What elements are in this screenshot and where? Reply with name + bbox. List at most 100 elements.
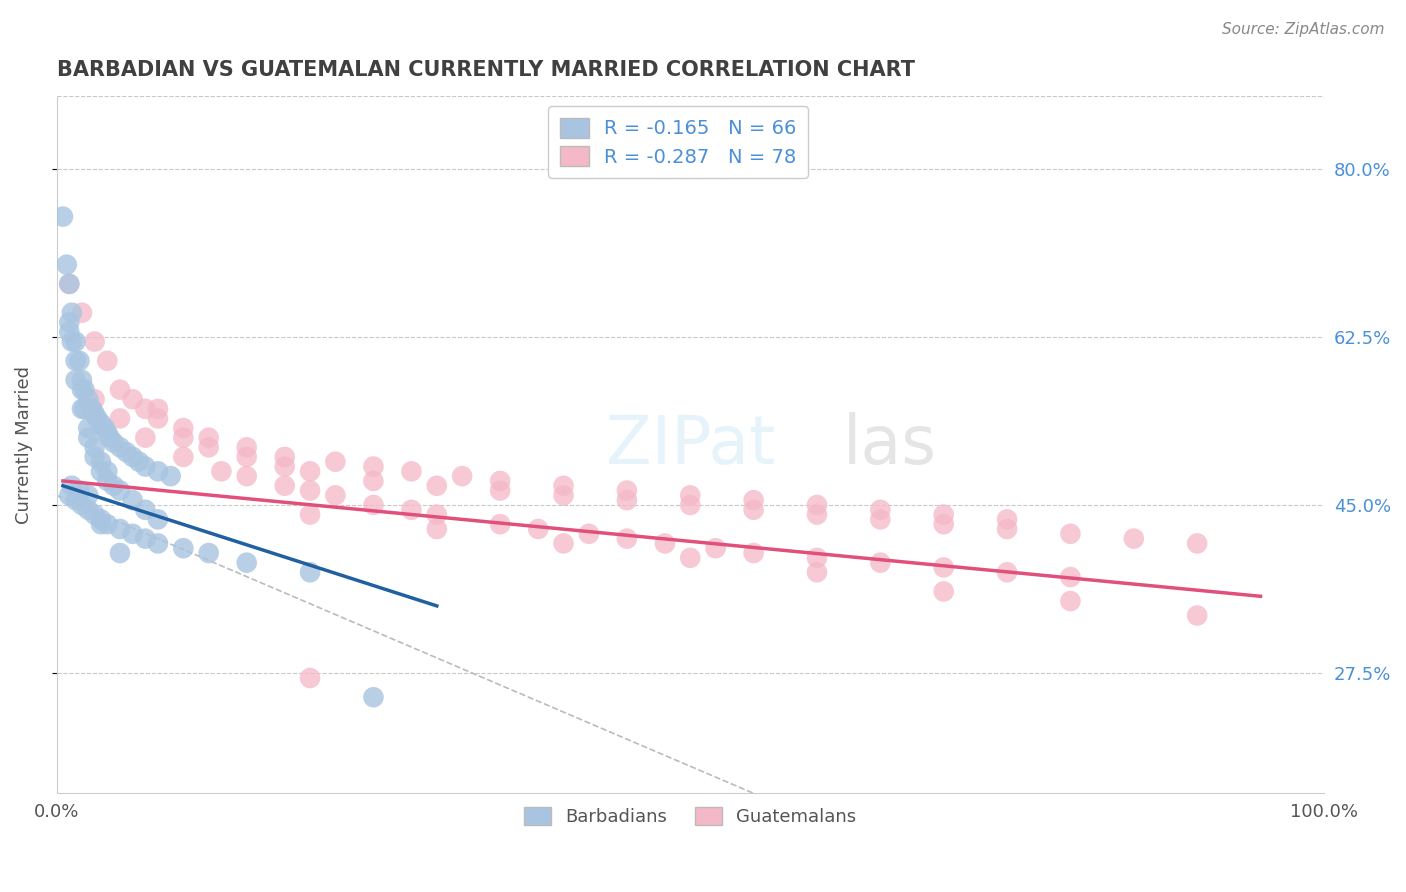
Point: [77, 488, 100, 502]
Point: [83, 508, 105, 522]
Point: [96, 517, 118, 532]
Point: [363, 459, 385, 474]
Point: [58, 277, 80, 291]
Point: [67, 353, 90, 368]
Point: [553, 479, 575, 493]
Point: [742, 493, 765, 508]
Point: [932, 517, 955, 532]
Point: [121, 392, 143, 407]
Point: [172, 541, 194, 556]
Point: [96, 464, 118, 478]
Point: [299, 483, 322, 498]
Point: [209, 464, 232, 478]
Point: [128, 455, 150, 469]
Point: [96, 353, 118, 368]
Point: [83, 440, 105, 454]
Point: [108, 522, 131, 536]
Legend: Barbadians, Guatemalans: Barbadians, Guatemalans: [517, 799, 863, 833]
Text: Source: ZipAtlas.com: Source: ZipAtlas.com: [1222, 22, 1385, 37]
Point: [1059, 526, 1081, 541]
Point: [197, 431, 219, 445]
Point: [108, 383, 131, 397]
Point: [146, 512, 169, 526]
Point: [995, 566, 1018, 580]
Point: [1185, 608, 1208, 623]
Point: [932, 508, 955, 522]
Point: [235, 556, 257, 570]
Point: [96, 425, 118, 440]
Point: [70, 383, 93, 397]
Point: [616, 493, 638, 508]
Point: [489, 517, 512, 532]
Point: [616, 483, 638, 498]
Point: [274, 479, 297, 493]
Point: [299, 566, 322, 580]
Point: [806, 508, 828, 522]
Point: [995, 522, 1018, 536]
Text: las: las: [842, 412, 936, 478]
Point: [1122, 532, 1144, 546]
Point: [401, 502, 423, 516]
Point: [70, 401, 93, 416]
Point: [235, 469, 257, 483]
Point: [108, 440, 131, 454]
Point: [121, 493, 143, 508]
Point: [1059, 570, 1081, 584]
Point: [932, 560, 955, 574]
Point: [995, 512, 1018, 526]
Point: [363, 498, 385, 512]
Point: [52, 210, 75, 224]
Point: [426, 508, 449, 522]
Point: [146, 536, 169, 550]
Point: [235, 440, 257, 454]
Point: [299, 671, 322, 685]
Point: [58, 277, 80, 291]
Point: [60, 306, 83, 320]
Point: [401, 464, 423, 478]
Point: [274, 459, 297, 474]
Point: [172, 431, 194, 445]
Point: [869, 512, 891, 526]
Point: [108, 483, 131, 498]
Point: [58, 315, 80, 329]
Point: [96, 474, 118, 488]
Point: [108, 546, 131, 560]
Point: [197, 440, 219, 454]
Point: [159, 469, 181, 483]
Point: [146, 411, 169, 425]
Point: [65, 373, 87, 387]
Point: [146, 401, 169, 416]
Point: [83, 450, 105, 464]
Point: [65, 493, 87, 508]
Point: [90, 512, 112, 526]
Point: [806, 566, 828, 580]
Point: [108, 411, 131, 425]
Point: [1185, 536, 1208, 550]
Point: [94, 421, 117, 435]
Point: [235, 450, 257, 464]
Point: [73, 383, 96, 397]
Point: [134, 502, 156, 516]
Point: [77, 502, 100, 516]
Y-axis label: Currently Married: Currently Married: [15, 366, 32, 524]
Point: [299, 508, 322, 522]
Point: [489, 483, 512, 498]
Point: [134, 431, 156, 445]
Point: [679, 550, 702, 565]
Point: [704, 541, 727, 556]
Text: ZIPat: ZIPat: [606, 412, 775, 478]
Point: [426, 522, 449, 536]
Point: [82, 401, 104, 416]
Point: [77, 421, 100, 435]
Point: [60, 334, 83, 349]
Point: [679, 488, 702, 502]
Point: [1059, 594, 1081, 608]
Point: [742, 502, 765, 516]
Point: [98, 431, 121, 445]
Point: [67, 483, 90, 498]
Point: [932, 584, 955, 599]
Point: [55, 258, 77, 272]
Point: [65, 353, 87, 368]
Point: [121, 450, 143, 464]
Point: [806, 550, 828, 565]
